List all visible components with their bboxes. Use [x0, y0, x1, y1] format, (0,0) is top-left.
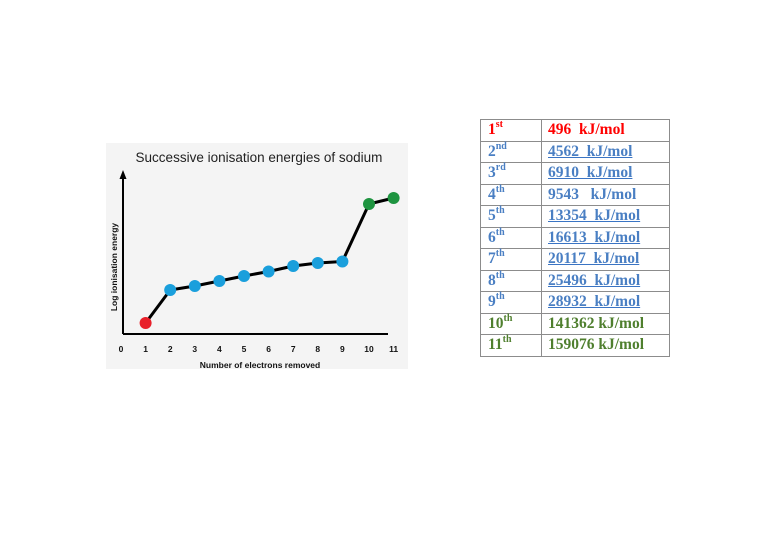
table-row: 7th 20117 kJ/mol [480, 248, 670, 271]
energy-cell: 159076 kJ/mol [541, 334, 670, 357]
ordinal-cell: 9th [480, 291, 542, 314]
ordinal-number: 6 [488, 228, 496, 246]
energy-cell: 16613 kJ/mol [541, 226, 670, 249]
energy-value: 9543 kJ/mol [548, 185, 637, 203]
ordinal-number: 10 [488, 314, 504, 332]
ordinal-number: 2 [488, 142, 496, 160]
data-point [139, 317, 152, 329]
energy-value: 159076 kJ/mol [548, 336, 645, 354]
energy-cell: 6910 kJ/mol [541, 162, 670, 185]
ordinal-cell: 11th [480, 334, 542, 357]
ordinal-number: 1 [488, 121, 496, 139]
energy-cell: 20117 kJ/mol [541, 248, 670, 271]
ordinal-suffix: rd [495, 162, 506, 174]
x-tick-label: 9 [340, 344, 345, 354]
x-tick-label: 1 [143, 344, 148, 354]
x-tick-labels: 0 1 2 3 4 5 6 7 8 9 10 11 [119, 344, 399, 354]
x-tick-label: 3 [192, 344, 197, 354]
series-line [144, 196, 394, 324]
energy-cell: 4562 kJ/mol [541, 140, 670, 163]
ordinal-suffix: nd [495, 140, 507, 152]
x-tick-label: 10 [364, 344, 374, 354]
ordinal-suffix: th [495, 291, 505, 303]
ordinal-suffix: th [495, 183, 505, 195]
ordinal-number: 8 [488, 271, 496, 289]
table-row: 9th 28932 kJ/mol [480, 291, 670, 314]
data-point [213, 275, 226, 287]
ionisation-energy-table: 1st 496 kJ/mol 2nd 4562 kJ/mol 3rd 6910 kJ/mo… [480, 119, 670, 357]
table-row: 4th 9543 kJ/mol [480, 183, 670, 206]
energy-cell: 25496 kJ/mol [541, 269, 670, 292]
table-row: 2nd 4562 kJ/mol [480, 140, 670, 163]
energy-value: 20117 kJ/mol [548, 250, 640, 268]
x-tick-label: 0 [119, 344, 124, 354]
energy-cell: 496 kJ/mol [541, 119, 670, 142]
energy-value: 28932 kJ/mol [548, 293, 641, 311]
table-row: 10th 141362 kJ/mol [480, 312, 670, 335]
energy-cell: 13354 kJ/mol [541, 205, 670, 228]
ionisation-energy-chart: Successive ionisation energies of sodium… [109, 150, 400, 369]
series-points [139, 192, 400, 329]
ordinal-suffix: st [495, 119, 503, 131]
ordinal-cell: 8th [480, 269, 542, 292]
data-point [287, 260, 300, 272]
ordinal-number: 3 [488, 164, 496, 182]
energy-cell: 141362 kJ/mol [541, 312, 670, 335]
ordinal-suffix: th [502, 334, 512, 346]
ordinal-number: 9 [488, 293, 496, 311]
data-point [336, 255, 349, 268]
ordinal-number: 11 [488, 336, 503, 354]
energy-value: 496 kJ/mol [548, 121, 625, 139]
x-tick-label: 11 [389, 344, 398, 354]
table-row: 1st 496 kJ/mol [480, 119, 670, 142]
ordinal-suffix: th [495, 269, 505, 281]
x-tick-label: 2 [168, 344, 173, 354]
ordinal-number: 7 [488, 250, 496, 268]
y-axis-label: Log ionisation energy [109, 223, 119, 312]
data-point [238, 270, 250, 282]
ordinal-suffix: th [495, 248, 505, 260]
table-row: 11th 159076 kJ/mol [480, 334, 670, 357]
x-tick-label: 6 [266, 344, 271, 354]
energy-cell: 28932 kJ/mol [541, 291, 670, 314]
ordinal-suffix: th [495, 226, 505, 238]
data-point [164, 284, 177, 296]
chart-panel: Successive ionisation energies of sodium… [106, 143, 408, 369]
ordinal-cell: 7th [480, 248, 542, 271]
energy-value: 4562 kJ/mol [548, 142, 633, 160]
energy-value: 141362 kJ/mol [548, 314, 645, 332]
ordinal-cell: 1st [480, 119, 542, 142]
table-row: 3rd 6910 kJ/mol [480, 162, 670, 185]
energy-cell: 9543 kJ/mol [541, 183, 670, 206]
energy-value: 13354 kJ/mol [548, 207, 641, 225]
table-row: 8th 25496 kJ/mol [480, 269, 670, 292]
x-axis-label: Number of electrons removed [200, 360, 320, 369]
y-axis-arrow [119, 170, 127, 179]
x-tick-label: 5 [242, 344, 247, 354]
ordinal-number: 4 [488, 185, 496, 203]
data-point [311, 257, 324, 269]
energy-value: 16613 kJ/mol [548, 228, 641, 246]
ordinal-number: 5 [488, 207, 496, 225]
ordinal-cell: 4th [480, 183, 542, 206]
table-row: 5th 13354 kJ/mol [480, 205, 670, 228]
ordinal-cell: 5th [480, 205, 542, 228]
data-point [262, 265, 275, 278]
chart-title: Successive ionisation energies of sodium [136, 150, 383, 165]
data-point [188, 280, 201, 292]
ordinal-cell: 10th [480, 312, 542, 335]
ordinal-cell: 6th [480, 226, 542, 249]
table-row: 6th 16613 kJ/mol [480, 226, 670, 249]
ordinal-suffix: th [495, 205, 505, 217]
data-point [387, 192, 400, 204]
x-tick-label: 4 [217, 344, 222, 354]
ordinal-cell: 3rd [480, 162, 542, 185]
x-tick-label: 7 [291, 344, 296, 354]
x-tick-label: 8 [315, 344, 320, 354]
ordinal-cell: 2nd [480, 140, 542, 163]
ordinal-suffix: th [503, 312, 513, 324]
energy-value: 6910 kJ/mol [548, 164, 633, 182]
energy-value: 25496 kJ/mol [548, 271, 641, 289]
data-point [363, 198, 375, 210]
